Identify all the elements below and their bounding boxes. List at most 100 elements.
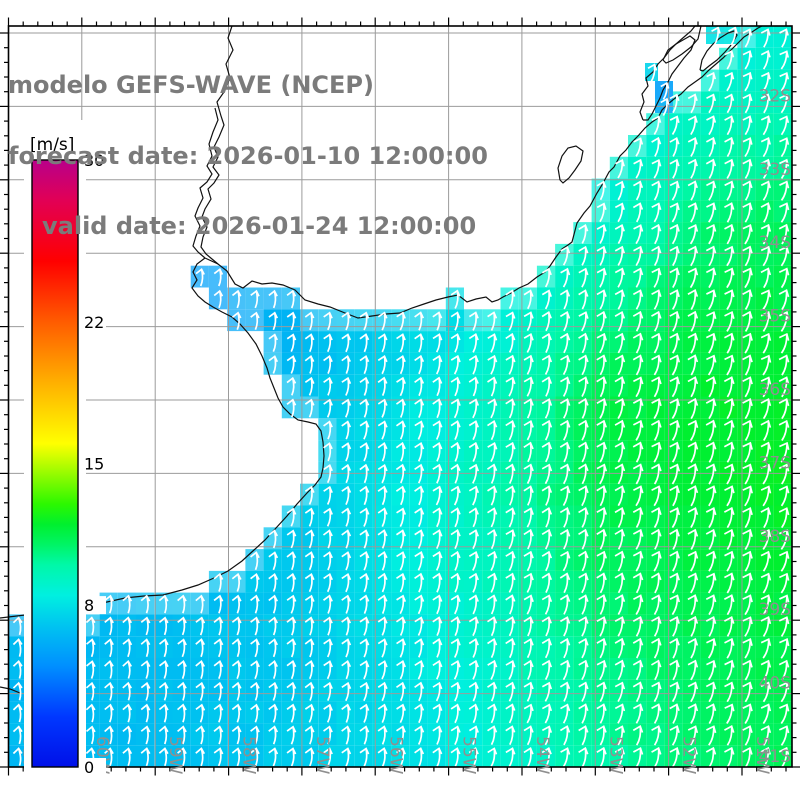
direction-arrow [505, 441, 516, 463]
ocean-cell [609, 592, 628, 615]
ocean-cell [409, 570, 428, 593]
direction-arrow [414, 660, 425, 680]
lon-label: 58W [239, 736, 259, 775]
direction-arrow [140, 747, 151, 767]
direction-arrow [614, 681, 626, 702]
ocean-cell [555, 549, 574, 571]
direction-arrow [723, 376, 735, 398]
ocean-cell [136, 592, 155, 615]
direction-arrow [286, 529, 297, 549]
direction-arrow [742, 463, 753, 485]
direction-arrow [523, 550, 534, 572]
direction-arrow [523, 311, 534, 332]
direction-arrow [705, 485, 717, 507]
direction-arrow [724, 267, 735, 289]
direction-arrow [705, 550, 717, 572]
ocean-cell [464, 701, 483, 724]
direction-arrow [559, 507, 571, 528]
direction-arrow [614, 746, 626, 768]
direction-arrow [414, 441, 425, 462]
ocean-cell [281, 592, 300, 615]
direction-arrow [414, 725, 425, 745]
direction-arrow [377, 747, 388, 767]
direction-arrow [669, 528, 680, 550]
direction-arrow [596, 572, 607, 594]
direction-arrow [724, 550, 735, 572]
ocean-cell [117, 701, 136, 724]
lat-label: 33S [759, 160, 791, 180]
ocean-cell [372, 418, 392, 441]
ocean-cell [500, 461, 519, 484]
direction-arrow [559, 289, 571, 310]
direction-arrow [614, 332, 626, 354]
direction-arrow [304, 355, 315, 374]
direction-arrow [614, 463, 626, 485]
ocean-cell [482, 679, 501, 702]
direction-arrow [487, 441, 498, 463]
direction-arrow [724, 93, 735, 114]
direction-arrow [651, 267, 662, 288]
direction-arrow [140, 681, 151, 701]
direction-arrow [468, 747, 479, 767]
direction-arrow [778, 223, 790, 245]
direction-arrow [723, 615, 735, 637]
direction-arrow [651, 376, 662, 398]
direction-arrow [450, 441, 461, 462]
direction-arrow [541, 528, 553, 550]
direction-arrow [523, 289, 534, 310]
direction-arrow [286, 616, 297, 636]
ocean-cell [154, 745, 173, 767]
direction-arrow [779, 245, 790, 267]
direction-arrow [651, 703, 662, 724]
lat-label: 34S [759, 233, 791, 253]
direction-arrow [231, 638, 242, 658]
direction-arrow [505, 725, 516, 746]
ocean-cell [354, 636, 373, 658]
ocean-cell [300, 483, 319, 506]
direction-arrow [468, 529, 479, 550]
ocean-cell [391, 418, 410, 441]
ocean-cell [555, 374, 574, 397]
direction-arrow [414, 507, 425, 528]
ocean-cell [500, 679, 519, 702]
direction-arrow [669, 332, 680, 354]
ocean-cell [263, 745, 282, 767]
direction-arrow [779, 441, 790, 463]
direction-arrow [559, 398, 571, 419]
ocean-cell [482, 331, 501, 353]
ocean-cell [682, 352, 701, 375]
ocean-cell [300, 658, 319, 680]
ocean-cell [372, 592, 392, 615]
colorbar-tick-label: 8 [84, 596, 94, 615]
ocean-cell [409, 636, 428, 658]
direction-arrow [614, 528, 626, 550]
direction-arrow [12, 747, 23, 766]
direction-arrow [268, 638, 279, 658]
direction-arrow [486, 528, 498, 550]
direction-arrow [779, 50, 790, 70]
ocean-cell [372, 331, 392, 353]
direction-arrow [687, 115, 698, 136]
direction-arrow [541, 681, 553, 702]
direction-arrow [286, 311, 297, 331]
direction-arrow [541, 376, 553, 397]
direction-arrow [432, 616, 443, 636]
ocean-cell [536, 636, 556, 658]
direction-arrow [728, 26, 738, 46]
direction-arrow [742, 115, 753, 136]
ocean-cell [682, 636, 701, 658]
ocean-cell [682, 592, 701, 615]
direction-arrow [578, 594, 589, 615]
direction-arrow [523, 485, 534, 506]
direction-arrow [523, 463, 534, 484]
ocean-cell [336, 636, 355, 658]
direction-arrow [268, 529, 279, 549]
ocean-cell [700, 418, 720, 441]
direction-arrow [177, 725, 187, 745]
ocean-cell [646, 614, 665, 637]
direction-arrow [779, 703, 790, 725]
ocean-cell [8, 701, 27, 724]
direction-arrow [468, 398, 480, 419]
direction-arrow [523, 572, 534, 593]
ocean-cell [591, 570, 610, 593]
